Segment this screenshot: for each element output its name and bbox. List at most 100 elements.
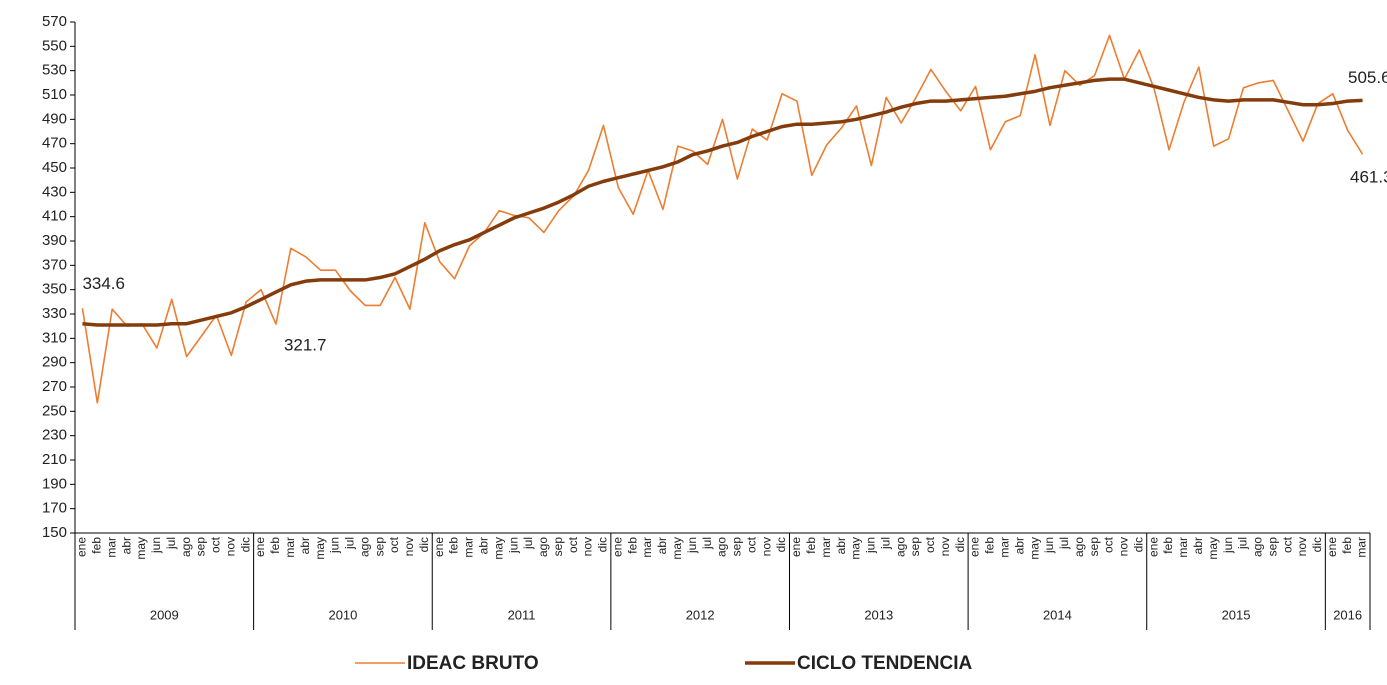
- x-tick-label: sep: [730, 537, 744, 557]
- x-tick-label: feb: [983, 537, 997, 554]
- x-tick-label: jul: [1236, 537, 1250, 550]
- x-tick-label: sep: [372, 537, 386, 557]
- x-tick-label: feb: [804, 537, 818, 554]
- x-tick-label: ago: [715, 537, 729, 557]
- x-tick-label: feb: [268, 537, 282, 554]
- x-tick-label: feb: [89, 537, 103, 554]
- x-tick-label: jun: [328, 537, 342, 554]
- y-tick-label: 190: [42, 475, 67, 492]
- x-tick-label: may: [313, 537, 327, 560]
- x-tick-label: jul: [521, 537, 535, 550]
- y-tick-label: 570: [42, 13, 67, 30]
- x-tick-label: ago: [357, 537, 371, 557]
- group-label: 2016: [1333, 607, 1362, 622]
- x-tick-label: sep: [1265, 537, 1279, 557]
- x-tick-label: ago: [1072, 537, 1086, 557]
- x-tick-label: abr: [1191, 537, 1205, 554]
- legend-label: IDEAC BRUTO: [407, 653, 539, 674]
- y-tick-label: 210: [42, 451, 67, 468]
- x-tick-label: nov: [581, 537, 595, 556]
- y-tick-label: 270: [42, 378, 67, 395]
- x-tick-label: nov: [1295, 537, 1309, 556]
- group-label: 2012: [686, 607, 715, 622]
- x-tick-label: may: [849, 537, 863, 560]
- y-tick-label: 250: [42, 402, 67, 419]
- x-tick-label: mar: [819, 537, 833, 558]
- x-tick-label: oct: [1102, 536, 1116, 553]
- series-line: [82, 77, 1363, 327]
- x-tick-label: may: [491, 537, 505, 560]
- x-tick-label: jun: [506, 537, 520, 554]
- group-label: 2015: [1222, 607, 1251, 622]
- group-label: 2011: [508, 607, 536, 622]
- x-tick-label: jul: [1057, 537, 1071, 550]
- x-tick-label: abr: [1012, 537, 1026, 554]
- data-label: 505.6: [1348, 68, 1387, 87]
- x-tick-label: mar: [462, 537, 476, 558]
- y-tick-label: 290: [42, 354, 67, 371]
- x-tick-label: dic: [417, 537, 431, 552]
- x-tick-label: nov: [223, 537, 237, 556]
- x-tick-label: abr: [477, 537, 491, 554]
- y-tick-label: 430: [42, 183, 67, 200]
- x-tick-label: nov: [759, 537, 773, 556]
- x-tick-label: dic: [1310, 537, 1324, 552]
- x-tick-label: may: [670, 537, 684, 560]
- group-label: 2013: [864, 607, 893, 622]
- x-tick-label: oct: [566, 536, 580, 553]
- x-tick-label: mar: [283, 537, 297, 558]
- x-tick-label: oct: [923, 536, 937, 553]
- x-tick-label: dic: [1131, 537, 1145, 552]
- x-tick-label: abr: [655, 537, 669, 554]
- x-tick-label: jul: [164, 537, 178, 550]
- x-tick-label: dic: [953, 537, 967, 552]
- x-tick-label: oct: [387, 536, 401, 553]
- y-tick-label: 470: [42, 135, 67, 152]
- data-label: 334.6: [82, 274, 125, 293]
- x-tick-label: ene: [253, 537, 267, 557]
- group-label: 2010: [328, 607, 357, 622]
- x-tick-label: mar: [104, 537, 118, 558]
- x-tick-label: mar: [1355, 537, 1369, 558]
- x-tick-label: abr: [298, 537, 312, 554]
- y-tick-label: 390: [42, 232, 67, 249]
- legend-label: CICLO TENDENCIA: [797, 653, 973, 674]
- y-tick-label: 370: [42, 256, 67, 273]
- x-tick-label: jun: [149, 537, 163, 554]
- y-tick-label: 330: [42, 305, 67, 322]
- x-tick-label: nov: [1117, 537, 1131, 556]
- data-label: 461.3: [1350, 168, 1387, 187]
- y-tick-label: 350: [42, 281, 67, 298]
- x-tick-label: abr: [834, 537, 848, 554]
- x-tick-label: feb: [447, 537, 461, 554]
- x-tick-label: sep: [551, 537, 565, 557]
- x-tick-label: oct: [744, 536, 758, 553]
- y-tick-label: 310: [42, 329, 67, 346]
- x-tick-label: ago: [536, 537, 550, 557]
- x-tick-label: jul: [700, 537, 714, 550]
- group-label: 2009: [150, 607, 179, 622]
- x-tick-label: jul: [343, 537, 357, 550]
- x-tick-label: ago: [893, 537, 907, 557]
- x-tick-label: ene: [968, 537, 982, 557]
- x-tick-label: ago: [1251, 537, 1265, 557]
- x-tick-label: may: [1027, 537, 1041, 560]
- y-tick-label: 530: [42, 62, 67, 79]
- x-tick-label: jul: [878, 537, 892, 550]
- x-tick-label: jun: [1221, 537, 1235, 554]
- x-tick-label: sep: [1087, 537, 1101, 557]
- x-tick-label: ene: [1325, 537, 1339, 557]
- x-tick-label: nov: [402, 537, 416, 556]
- y-tick-label: 150: [42, 524, 67, 541]
- y-tick-label: 450: [42, 159, 67, 176]
- y-tick-label: 550: [42, 37, 67, 54]
- x-tick-label: ago: [179, 537, 193, 557]
- x-tick-label: abr: [119, 537, 133, 554]
- y-tick-label: 490: [42, 110, 67, 127]
- x-tick-label: ene: [75, 537, 89, 557]
- data-label: 321.7: [284, 336, 327, 355]
- x-tick-label: may: [134, 537, 148, 560]
- y-tick-label: 230: [42, 427, 67, 444]
- y-tick-label: 410: [42, 208, 67, 225]
